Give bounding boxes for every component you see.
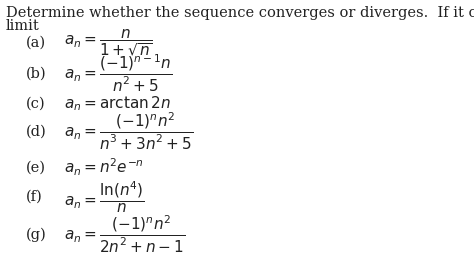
- Text: limit: limit: [6, 19, 39, 33]
- Text: (b): (b): [26, 67, 47, 81]
- Text: Determine whether the sequence converges or diverges.  If it converges, find the: Determine whether the sequence converges…: [6, 6, 474, 20]
- Text: $a_n = \dfrac{(-1)^{n}n^2}{n^3 + 3n^2 + 5}$: $a_n = \dfrac{(-1)^{n}n^2}{n^3 + 3n^2 + …: [64, 111, 193, 152]
- Text: (c): (c): [26, 96, 46, 110]
- Text: $a_n = n^2e^{-n}$: $a_n = n^2e^{-n}$: [64, 157, 144, 178]
- Text: $a_n = \dfrac{\ln(n^4)}{n}$: $a_n = \dfrac{\ln(n^4)}{n}$: [64, 179, 145, 215]
- Text: (a): (a): [26, 36, 46, 50]
- Text: (d): (d): [26, 124, 47, 138]
- Text: $a_n = \dfrac{(-1)^{n}n^2}{2n^2 + n - 1}$: $a_n = \dfrac{(-1)^{n}n^2}{2n^2 + n - 1}…: [64, 214, 185, 255]
- Text: $a_n = \dfrac{n}{1 + \sqrt{n}}$: $a_n = \dfrac{n}{1 + \sqrt{n}}$: [64, 28, 153, 58]
- Text: (e): (e): [26, 161, 46, 174]
- Text: $a_n = \arctan 2n$: $a_n = \arctan 2n$: [64, 94, 171, 113]
- Text: (g): (g): [26, 227, 47, 242]
- Text: $a_n = \dfrac{(-1)^{n-1}n}{n^2 + 5}$: $a_n = \dfrac{(-1)^{n-1}n}{n^2 + 5}$: [64, 53, 173, 94]
- Text: (f): (f): [26, 190, 43, 204]
